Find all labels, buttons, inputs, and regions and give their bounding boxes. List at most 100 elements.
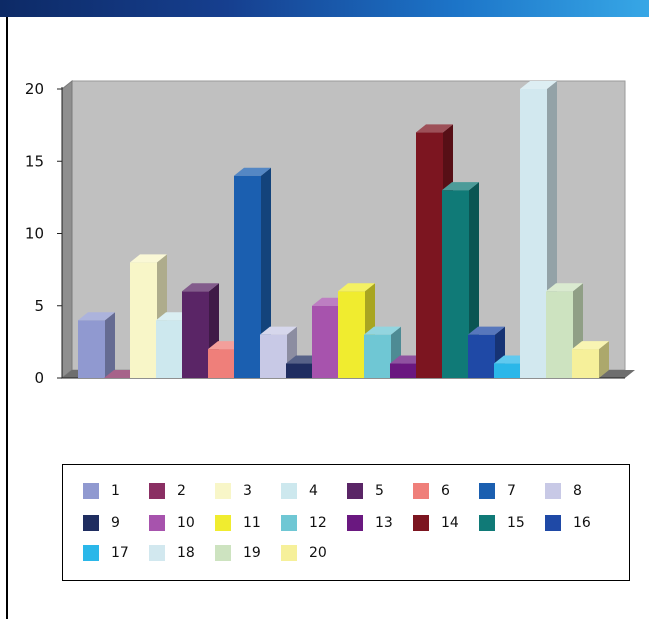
legend-label: 12 <box>309 515 327 531</box>
bar-chart: 0 5 10 15 20 <box>25 79 635 387</box>
bar-front <box>156 320 183 378</box>
bar-front <box>234 175 261 378</box>
legend-swatch <box>545 483 561 499</box>
legend-item-6: 6 <box>413 483 450 499</box>
bar-top <box>78 312 115 321</box>
legend-label: 17 <box>111 545 129 561</box>
bar-front <box>78 320 105 378</box>
legend-label: 13 <box>375 515 393 531</box>
bar-front <box>312 305 339 378</box>
bar-top <box>520 81 557 89</box>
legend-swatch <box>149 515 165 531</box>
bar-front <box>208 349 235 378</box>
legend-item-10: 10 <box>149 515 195 531</box>
bar-top <box>182 283 219 292</box>
legend-swatch <box>347 515 363 531</box>
legend-swatch <box>215 545 231 561</box>
legend-label: 1 <box>111 483 120 499</box>
y-tick-label: 5 <box>34 297 44 315</box>
legend-swatch <box>281 483 297 499</box>
legend: 1 2 3 4 5 6 7 8 9 10 11 12 13 14 15 16 17 18 19 20 <box>62 464 630 581</box>
legend-item-5: 5 <box>347 483 384 499</box>
y-tick-labels: 0 5 10 15 20 <box>25 80 44 387</box>
bar-side <box>105 312 115 378</box>
legend-item-13: 13 <box>347 515 393 531</box>
legend-item-9: 9 <box>83 515 120 531</box>
legend-label: 16 <box>573 515 591 531</box>
bar-top <box>546 283 583 292</box>
legend-item-12: 12 <box>281 515 327 531</box>
legend-label: 20 <box>309 545 327 561</box>
bar-front <box>546 291 573 378</box>
legend-swatch <box>281 515 297 531</box>
legend-swatch <box>83 545 99 561</box>
bar-side <box>599 341 609 378</box>
bar-front <box>520 89 547 378</box>
header-banner <box>0 0 649 17</box>
legend-swatch <box>479 515 495 531</box>
legend-label: 18 <box>177 545 195 561</box>
legend-item-20: 20 <box>281 545 327 561</box>
bar-top <box>468 326 505 335</box>
legend-label: 7 <box>507 483 516 499</box>
legend-swatch <box>83 515 99 531</box>
legend-label: 2 <box>177 483 186 499</box>
bar-top <box>572 341 609 350</box>
bar-top <box>364 326 401 335</box>
figure-frame <box>6 17 649 619</box>
legend-item-15: 15 <box>479 515 525 531</box>
legend-swatch <box>149 483 165 499</box>
bar-front <box>260 334 287 378</box>
y-tick-label: 20 <box>25 80 44 98</box>
legend-item-14: 14 <box>413 515 459 531</box>
legend-label: 15 <box>507 515 525 531</box>
bar-top <box>234 167 271 176</box>
legend-item-11: 11 <box>215 515 261 531</box>
y-tick-label: 0 <box>34 369 44 387</box>
bar-top <box>416 124 453 133</box>
legend-label: 8 <box>573 483 582 499</box>
legend-label: 19 <box>243 545 261 561</box>
plot-side-wall <box>61 79 73 380</box>
bar-front <box>572 349 599 378</box>
legend-item-8: 8 <box>545 483 582 499</box>
legend-swatch <box>347 483 363 499</box>
bar-top <box>442 182 479 191</box>
legend-item-18: 18 <box>149 545 195 561</box>
bar-front <box>338 291 365 378</box>
legend-item-4: 4 <box>281 483 318 499</box>
bar-front <box>442 190 469 378</box>
legend-swatch <box>281 545 297 561</box>
legend-swatch <box>545 515 561 531</box>
legend-item-2: 2 <box>149 483 186 499</box>
bar-front <box>416 132 443 378</box>
legend-swatch <box>215 515 231 531</box>
legend-label: 11 <box>243 515 261 531</box>
bar-side <box>261 167 271 378</box>
legend-swatch <box>83 483 99 499</box>
bar-top <box>338 283 375 292</box>
bar-front <box>364 334 391 378</box>
legend-label: 9 <box>111 515 120 531</box>
legend-label: 4 <box>309 483 318 499</box>
bar-front <box>390 363 417 378</box>
legend-item-1: 1 <box>83 483 120 499</box>
bar-top <box>260 326 297 335</box>
legend-swatch <box>149 545 165 561</box>
bar-front <box>468 334 495 378</box>
bar-front <box>182 291 209 378</box>
legend-item-7: 7 <box>479 483 516 499</box>
bar-top <box>130 254 167 263</box>
bar-front <box>494 363 521 378</box>
bar-front <box>130 262 157 378</box>
y-tick-label: 15 <box>25 152 44 170</box>
y-tick-label: 10 <box>25 225 44 243</box>
legend-swatch <box>215 483 231 499</box>
legend-swatch <box>413 515 429 531</box>
bar-front <box>286 363 313 378</box>
bar-1 <box>78 312 115 378</box>
legend-label: 14 <box>441 515 459 531</box>
legend-item-16: 16 <box>545 515 591 531</box>
legend-label: 3 <box>243 483 252 499</box>
bars-layer <box>78 81 609 378</box>
